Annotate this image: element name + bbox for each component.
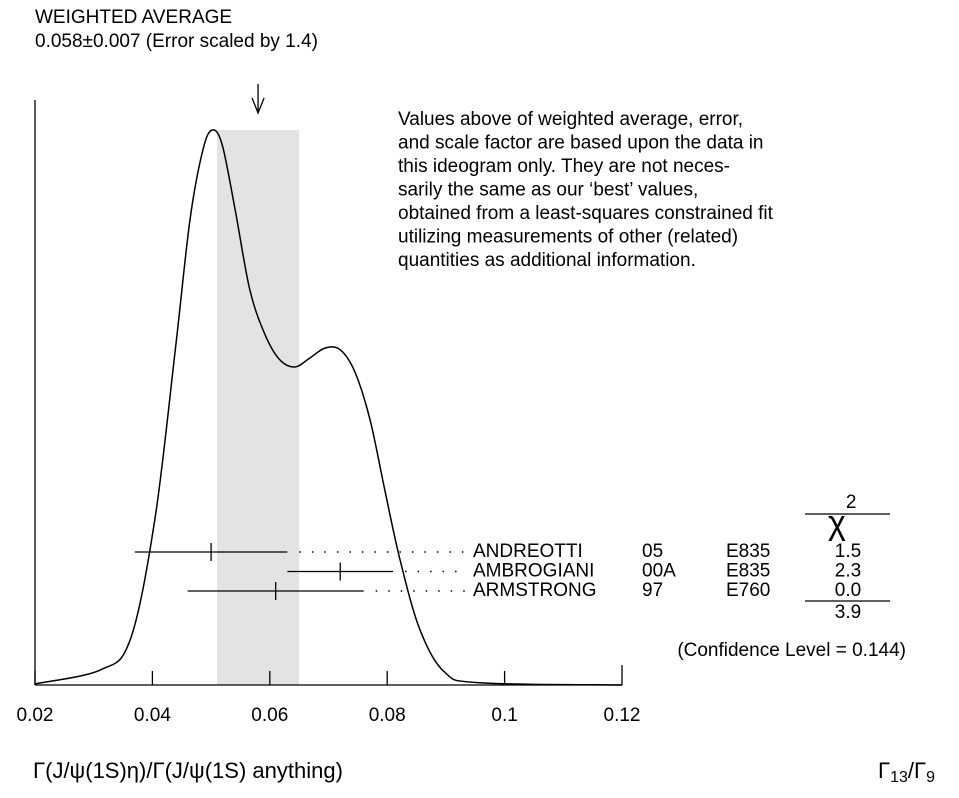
average-arrow xyxy=(251,84,265,115)
ratio-part: 13 xyxy=(890,769,908,786)
ratio-part: 9 xyxy=(926,769,935,786)
note-line: Values above of weighted average, error, xyxy=(398,109,743,130)
average-label: 0.058±0.007 (Error scaled by 1.4) xyxy=(35,31,318,52)
experiment-year: 05 xyxy=(642,541,663,562)
note-line: quantities as additional information. xyxy=(398,250,696,271)
chi2-total: 3.9 xyxy=(835,602,861,623)
average-band xyxy=(216,130,300,685)
x-tick-label: 0.1 xyxy=(491,705,517,726)
experiment-name: ARMSTRONG xyxy=(473,580,597,601)
note-line: this ideogram only. They are not neces- xyxy=(398,156,730,177)
x-axis-label: Γ(J/ψ(1S)η)/Γ(J/ψ(1S) anything) xyxy=(33,758,343,783)
chart-title: WEIGHTED AVERAGE xyxy=(35,7,232,28)
experiment-year: 00A xyxy=(642,561,676,582)
confidence-level: (Confidence Level = 0.144) xyxy=(677,640,906,661)
x-tick-label: 0.04 xyxy=(134,705,171,726)
ratio-part: Γ xyxy=(878,758,890,783)
note-line: utilizing measurements of other (related… xyxy=(398,227,738,248)
ratio-label: Γ13/Γ9 xyxy=(878,758,935,786)
chi2-value: 0.0 xyxy=(835,580,861,601)
x-tick-label: 0.08 xyxy=(369,705,406,726)
note-line: and scale factor are based upon the data… xyxy=(398,133,763,154)
chi2-value: 2.3 xyxy=(835,561,861,582)
experiment-year: 97 xyxy=(642,580,663,601)
chi2-value: 1.5 xyxy=(835,541,861,562)
chi2-power: 2 xyxy=(846,492,857,513)
ideogram-curve xyxy=(34,129,623,686)
x-tick-label: 0.02 xyxy=(17,705,54,726)
chi2-header: χ2 xyxy=(828,492,856,542)
experiment-name: ANDREOTTI xyxy=(473,541,583,562)
experiment-name: AMBROGIANI xyxy=(473,561,594,582)
x-tick-label: 0.06 xyxy=(251,705,288,726)
ratio-part: /Γ xyxy=(908,758,926,783)
note-line: obtained from a least-squares constraine… xyxy=(398,203,774,224)
x-tick-label: 0.12 xyxy=(604,705,641,726)
experiment-id: E835 xyxy=(726,541,770,562)
note-line: sarily the same as our ‘best’ values, xyxy=(398,180,698,201)
experiment-id: E835 xyxy=(726,561,770,582)
experiment-id: E760 xyxy=(726,580,770,601)
chi2-symbol: χ xyxy=(828,504,846,542)
